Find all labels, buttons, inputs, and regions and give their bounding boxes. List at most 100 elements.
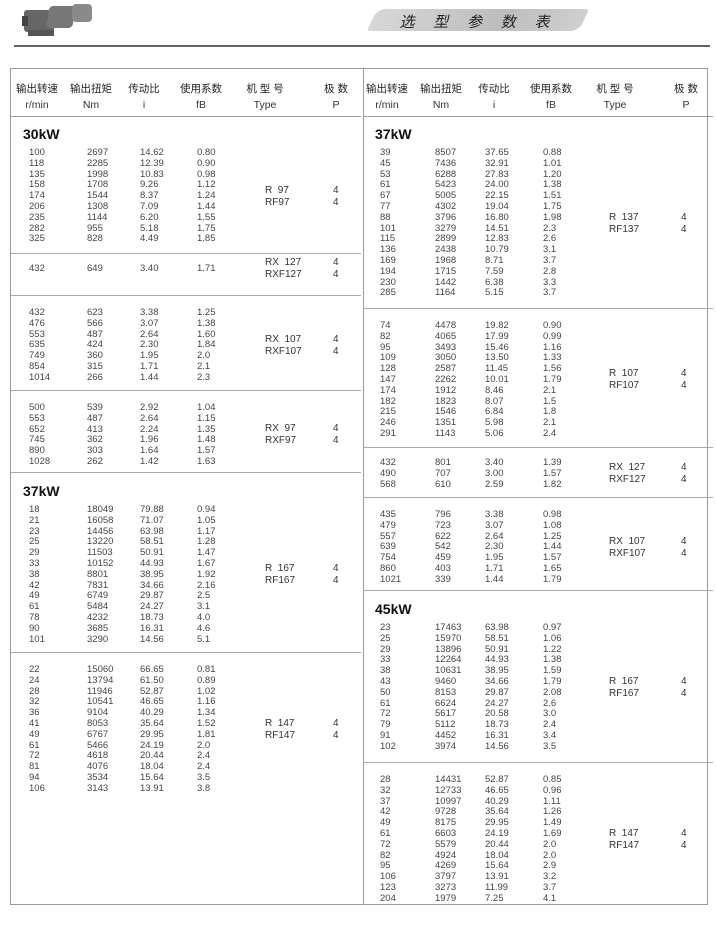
table-header-right: 输出转速 r/min 输出扭矩 Nm 传动比 i 使用系数 fB 机 型 号 Type 极 数 P (363, 69, 713, 117)
table-row: 95 4269 15.64 2.9 (363, 861, 713, 872)
table-row: 23 14456 63.98 1.17 (11, 526, 361, 538)
torque-cell: 360 (87, 350, 103, 362)
ratio-cell: 8.46 (485, 384, 504, 396)
speed-cell: 479 (380, 519, 396, 531)
ratio-cell: 1.95 (485, 552, 504, 564)
torque-cell: 1164 (435, 287, 456, 299)
column-header-unit: Type (253, 99, 277, 111)
torque-cell: 7436 (435, 157, 457, 169)
speed-cell: 204 (380, 892, 396, 904)
service-factor-cell: 2.6 (543, 697, 557, 709)
ratio-cell: 1.96 (140, 434, 159, 446)
torque-cell: 2697 (87, 147, 109, 158)
table-row: 635 424 2.30 1.84 (11, 340, 361, 351)
ratio-cell: 6.84 (485, 406, 504, 418)
torque-cell: 5112 (435, 719, 456, 731)
type-line: RX 127 4 (363, 462, 713, 474)
ratio-cell: 66.65 (140, 664, 164, 675)
type-line: RX 107 4 (363, 536, 713, 548)
column-header-cn: 机 型 号 (246, 83, 284, 95)
ratio-cell: 29.95 (140, 728, 164, 740)
motor-group: 28 14431 52.87 0.85 32 12733 46.65 0.96 37 10997 4… (363, 763, 713, 906)
motor-group: 74 4478 19.82 0.90 82 4065 17.99 0.99 95 3493 15.4… (363, 309, 713, 448)
type-cell: R 147 4 RF147 4 (363, 828, 713, 852)
service-factor-cell: 3.1 (543, 244, 557, 256)
poles: 4 (681, 547, 687, 559)
data-rows: 22 15060 66.65 0.81 24 13794 61.50 0.89 28 11946 5… (11, 664, 361, 795)
service-factor-cell: 2.3 (543, 222, 557, 234)
speed-cell: 235 (29, 211, 45, 223)
service-factor-cell: 1.25 (543, 530, 562, 542)
service-factor-cell: 3.3 (543, 276, 557, 288)
column-header-cn: 使用系数 (530, 83, 572, 95)
type-cell: RX 107 4 RXF107 4 (11, 334, 361, 358)
service-factor-cell: 1.16 (543, 341, 562, 353)
table-row: 91 4452 16.31 3.4 (363, 729, 713, 742)
ratio-cell: 12.83 (485, 233, 509, 245)
table-row: 38 8801 38.95 1.92 (11, 568, 361, 581)
torque-cell: 3493 (435, 341, 457, 353)
table-row: 82 4924 18.04 2.0 (363, 849, 713, 862)
model-type: RXF97 (265, 435, 297, 447)
service-factor-cell: 1.92 (197, 568, 216, 580)
speed-cell: 500 (29, 402, 45, 413)
torque-cell: 303 (87, 445, 103, 457)
table-row: 33 10152 44.93 1.67 (11, 558, 361, 570)
service-factor-cell: 1.55 (197, 211, 216, 223)
ratio-cell: 7.59 (485, 265, 504, 277)
speed-cell: 291 (380, 427, 396, 439)
torque-cell: 622 (435, 530, 451, 542)
ratio-cell: 38.95 (485, 665, 509, 677)
ratio-cell: 29.87 (140, 590, 164, 602)
torque-cell: 4232 (87, 611, 109, 623)
ratio-cell: 20.58 (485, 708, 509, 720)
speed-cell: 476 (29, 317, 45, 329)
ratio-cell: 18.04 (140, 761, 164, 773)
ratio-cell: 3.40 (140, 263, 159, 274)
table-row: 169 1968 8.71 3.7 (363, 255, 713, 267)
speed-cell: 37 (380, 795, 391, 807)
speed-cell: 49 (29, 590, 40, 602)
model-type: R 97 (265, 184, 289, 196)
speed-cell: 32 (380, 784, 391, 796)
service-factor-cell: 1.63 (197, 455, 216, 467)
column-header-cn: 极 数 (324, 83, 348, 95)
ratio-cell: 52.87 (485, 774, 509, 785)
torque-cell: 4924 (435, 849, 457, 861)
speed-cell: 1021 (380, 573, 402, 585)
service-factor-cell: 3.4 (543, 729, 557, 741)
torque-cell: 3534 (87, 771, 109, 783)
table-row: 123 3273 11.99 3.7 (363, 882, 713, 894)
table-row: 215 1546 6.84 1.8 (363, 407, 713, 418)
model-type: RF147 (265, 729, 296, 741)
ratio-cell: 2.59 (485, 478, 504, 490)
torque-cell: 8801 (87, 568, 109, 580)
torque-cell: 1823 (435, 395, 457, 407)
poles: 4 (333, 345, 339, 357)
torque-cell: 262 (87, 455, 103, 467)
torque-cell: 12733 (435, 784, 462, 796)
power-heading: 30kW (23, 126, 60, 142)
column-header-cn: 输出转速 (16, 83, 58, 95)
column-header-unit: fB (546, 99, 556, 111)
service-factor-cell: 5.1 (197, 633, 211, 645)
ratio-cell: 16.80 (485, 211, 509, 223)
table-row: 490 707 3.00 1.57 (363, 467, 713, 480)
torque-cell: 801 (435, 457, 451, 468)
ratio-cell: 19.82 (485, 320, 509, 331)
table-row: 94 3534 15.64 3.5 (11, 771, 361, 784)
torque-cell: 5484 (87, 601, 109, 613)
service-factor-cell: 1.8 (543, 406, 557, 418)
speed-cell: 490 (380, 467, 396, 479)
table-row: 53 6288 27.83 1.20 (363, 169, 713, 181)
service-factor-cell: 1.57 (543, 467, 562, 479)
table-row: 476 566 3.07 1.38 (11, 317, 361, 330)
torque-cell: 5423 (435, 179, 457, 191)
service-factor-cell: 0.81 (197, 664, 216, 675)
service-factor-cell: 1.02 (197, 685, 216, 697)
table-row: 36 9104 40.29 1.34 (11, 707, 361, 719)
type-line: RXF127 4 (11, 269, 361, 281)
table-row: 432 649 3.40 1.71 (11, 263, 361, 275)
torque-cell: 12264 (435, 654, 462, 666)
ratio-cell: 10.79 (485, 244, 509, 256)
